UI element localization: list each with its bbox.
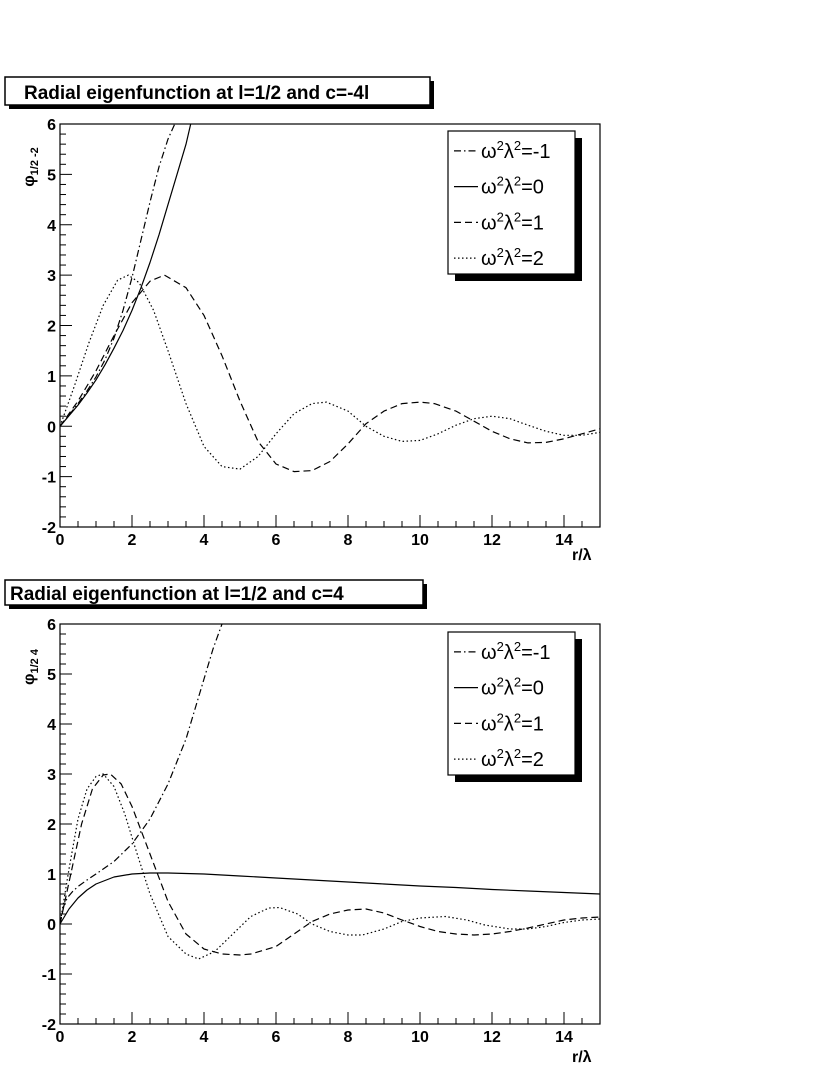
- series-group: [60, 124, 600, 473]
- y-tick-label: 4: [47, 218, 56, 235]
- x-tick-label: 10: [411, 1029, 429, 1046]
- legend-box: [447, 631, 576, 776]
- x-tick-label: 6: [272, 1029, 281, 1046]
- legend-entry-3: ω2λ2=1: [481, 209, 544, 234]
- series-line-4: [60, 274, 600, 470]
- y-tick-label: 0: [47, 419, 56, 436]
- series-line-3: [60, 274, 600, 473]
- x-tick-label: 10: [411, 532, 429, 549]
- legend-entry-2: ω2λ2=0: [481, 675, 544, 700]
- y-tick-label: 4: [47, 717, 56, 734]
- y-tick-label: 1: [47, 867, 56, 884]
- chart-panel-1: Radial eigenfunction at l=1/2 and c=-4l 0…: [4, 76, 601, 564]
- x-axis-title: r/λ: [572, 547, 592, 564]
- series-line-4: [60, 773, 600, 960]
- x-axis-title: r/λ: [572, 1049, 592, 1066]
- y-tick-label: 6: [47, 117, 56, 134]
- y-tick-label: -2: [42, 520, 56, 537]
- y-tick-label: 6: [47, 617, 56, 634]
- y-tick-label: -1: [42, 967, 56, 984]
- chart-title: Radial eigenfunction at l=1/2 and c=-4l: [24, 83, 369, 104]
- legend-box: [447, 130, 576, 275]
- series-group: [60, 624, 600, 960]
- y-tick-label: 2: [47, 817, 56, 834]
- y-tick-label: 5: [47, 167, 56, 184]
- y-tick-label: 0: [47, 917, 56, 934]
- x-tick-label: 2: [128, 532, 137, 549]
- x-tick-label: 8: [344, 1029, 353, 1046]
- x-tick-label: 4: [200, 532, 209, 549]
- legend-entry-2: ω2λ2=0: [481, 174, 544, 199]
- y-tick-label: 5: [47, 667, 56, 684]
- y-tick-label: 3: [47, 767, 56, 784]
- y-tick-label: 2: [47, 319, 56, 336]
- y-tick-label: 1: [47, 369, 56, 386]
- series-line-1: [60, 624, 223, 925]
- legend-entry-1: ω2λ2=-1: [481, 639, 551, 664]
- series-line-3: [60, 773, 600, 956]
- title-box: [4, 579, 424, 606]
- x-tick-label: 8: [344, 532, 353, 549]
- y-axis-title: φ1/2 -2: [21, 147, 41, 187]
- x-tick-label: 4: [200, 1029, 209, 1046]
- chart-panel-2: Radial eigenfunction at l=1/2 and c=4 0 2 4…: [4, 579, 601, 1066]
- x-tick-label: 14: [555, 1029, 573, 1046]
- legend-entry-4: ω2λ2=2: [481, 245, 544, 270]
- x-tick-label: 6: [272, 532, 281, 549]
- series-line-2: [60, 124, 192, 427]
- x-tick-label: 14: [555, 532, 573, 549]
- x-tick-label: 2: [128, 1029, 137, 1046]
- y-tick-label: -1: [42, 470, 56, 487]
- chart-title: Radial eigenfunction at l=1/2 and c=4: [10, 584, 344, 605]
- legend-entry-1: ω2λ2=-1: [481, 138, 551, 163]
- x-tick-label: 12: [483, 532, 501, 549]
- x-tick-label: 0: [56, 1029, 65, 1046]
- x-tick-label: 0: [56, 532, 65, 549]
- legend-entry-4: ω2λ2=2: [481, 746, 544, 771]
- series-line-1: [60, 124, 176, 427]
- title-box: [4, 76, 431, 106]
- legend-entry-3: ω2λ2=1: [481, 710, 544, 735]
- y-axis-title: φ1/2 4: [21, 648, 41, 685]
- x-tick-label: 12: [483, 1029, 501, 1046]
- y-tick-label: -2: [42, 1017, 56, 1034]
- y-tick-label: 3: [47, 268, 56, 285]
- series-line-2: [60, 872, 600, 925]
